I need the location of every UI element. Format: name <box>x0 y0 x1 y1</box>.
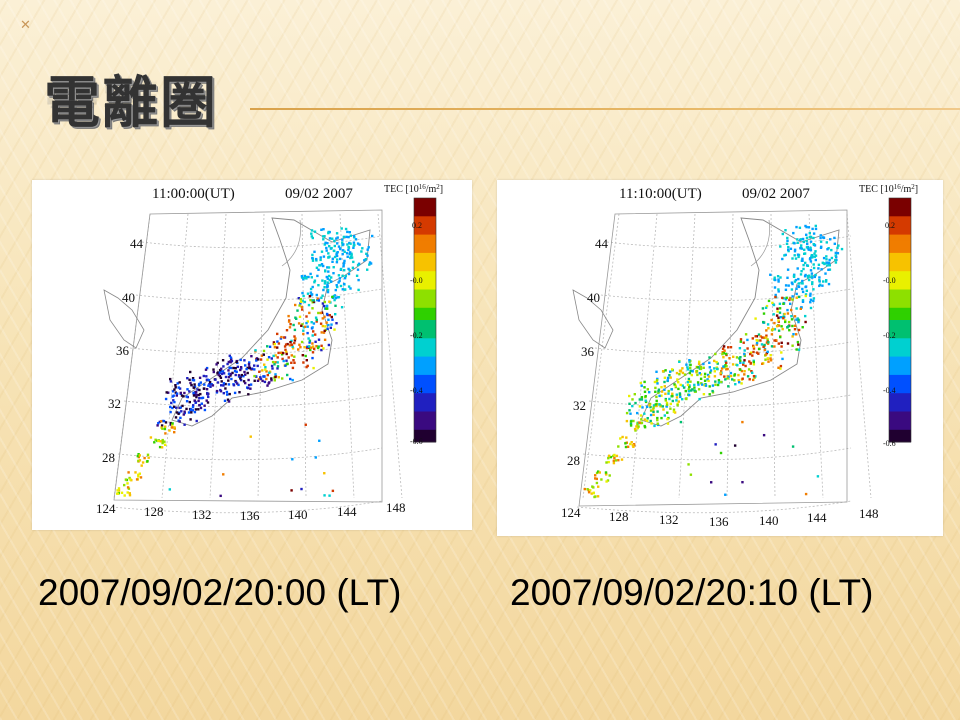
map-1-longitude-labels: 124 128 132 136 140 144 148 <box>96 500 406 523</box>
map-2-tec-points <box>583 224 844 499</box>
map-2-latitude-labels: 44 40 36 32 28 <box>567 236 609 468</box>
map-2-lon-124: 124 <box>561 505 581 520</box>
map-1-time-label: 11:00:00(UT) <box>152 186 235 202</box>
map-1-tec-points <box>116 227 374 498</box>
map-2-colorbar-title: TEC [1016/m2] <box>859 183 918 195</box>
map-2-tick-neg0.6: -0.6 <box>883 439 896 448</box>
map-1-latitude-labels: 44 40 36 32 28 <box>102 236 144 465</box>
map-1-tick-neg0.4: -0.4 <box>410 386 423 395</box>
map-2-tick-0.2: 0.2 <box>885 221 895 230</box>
map-1-lat-40: 40 <box>122 290 135 305</box>
map-2-time-label: 11:10:00(UT) <box>619 186 702 202</box>
map-2-lon-128: 128 <box>609 509 629 524</box>
tec-map-1: 11:00:00(UT) 09/02 2007 TEC [1016/m2] 0.… <box>96 183 443 523</box>
map-2-lat-28: 28 <box>567 453 580 468</box>
map-2-date-label: 09/02 2007 <box>742 186 810 202</box>
map-1-lon-148: 148 <box>386 500 406 515</box>
map-1-tick-0.0: -0.0 <box>410 276 423 285</box>
slide-title-reflection: 電離圏 <box>44 75 218 111</box>
tec-map-panel-2: 11:10:00(UT) 09/02 2007 TEC [1016/m2] 0.… <box>497 180 943 536</box>
caption-panel-1: 2007/09/02/20:00 (LT) <box>38 572 402 613</box>
map-1-tick-0.2: 0.2 <box>412 221 422 230</box>
map-1-colorbar <box>413 197 437 443</box>
map-1-date-label: 09/02 2007 <box>285 186 353 202</box>
map-2-tick-0.0: -0.0 <box>883 276 896 285</box>
slide-title: 電離圏 <box>44 71 218 136</box>
caption-panel-2: 2007/09/02/20:10 (LT) <box>510 572 874 613</box>
map-1-lat-44: 44 <box>130 236 144 251</box>
map-2-lon-132: 132 <box>659 512 679 527</box>
map-1-colorbar-ticks: 0.2 -0.0 -0.2 -0.4 -0.6 <box>410 221 423 446</box>
map-2-colorbar-ticks: 0.2 -0.0 -0.2 -0.4 -0.6 <box>883 221 896 448</box>
tec-map-2: 11:10:00(UT) 09/02 2007 TEC [1016/m2] 0.… <box>561 183 918 529</box>
slide-bullet-marker: ✕ <box>20 18 31 33</box>
map-1-tick-neg0.2: -0.2 <box>410 331 423 340</box>
map-1-lon-136: 136 <box>240 508 260 523</box>
map-2-lon-148: 148 <box>859 506 879 521</box>
map-2-lat-36: 36 <box>581 344 595 359</box>
map-2-lat-40: 40 <box>587 290 600 305</box>
map-2-graticule <box>576 209 872 514</box>
tec-map-panel-1: 11:00:00(UT) 09/02 2007 TEC [1016/m2] 0.… <box>32 180 472 530</box>
map-2-tick-neg0.2: -0.2 <box>883 331 896 340</box>
map-1-lat-32: 32 <box>108 396 121 411</box>
map-2-colorbar <box>888 197 912 443</box>
map-1-lon-140: 140 <box>288 507 308 522</box>
map-2-tick-neg0.4: -0.4 <box>883 386 896 395</box>
map-1-colorbar-title: TEC [1016/m2] <box>384 183 443 195</box>
map-1-lat-36: 36 <box>116 343 130 358</box>
map-2-lon-136: 136 <box>709 514 729 529</box>
map-1-lon-124: 124 <box>96 501 116 516</box>
map-2-longitude-labels: 124 128 132 136 140 144 148 <box>561 505 879 529</box>
map-2-lat-32: 32 <box>573 398 586 413</box>
map-1-tick-neg0.6: -0.6 <box>410 437 423 446</box>
map-2-lat-44: 44 <box>595 236 609 251</box>
map-1-lon-132: 132 <box>192 507 212 522</box>
map-2-lon-144: 144 <box>807 510 827 525</box>
map-1-lat-28: 28 <box>102 450 115 465</box>
map-2-lon-140: 140 <box>759 513 779 528</box>
title-underline <box>250 108 960 110</box>
map-1-lon-144: 144 <box>337 504 357 519</box>
map-1-graticule <box>111 209 403 514</box>
map-1-lon-128: 128 <box>144 504 164 519</box>
